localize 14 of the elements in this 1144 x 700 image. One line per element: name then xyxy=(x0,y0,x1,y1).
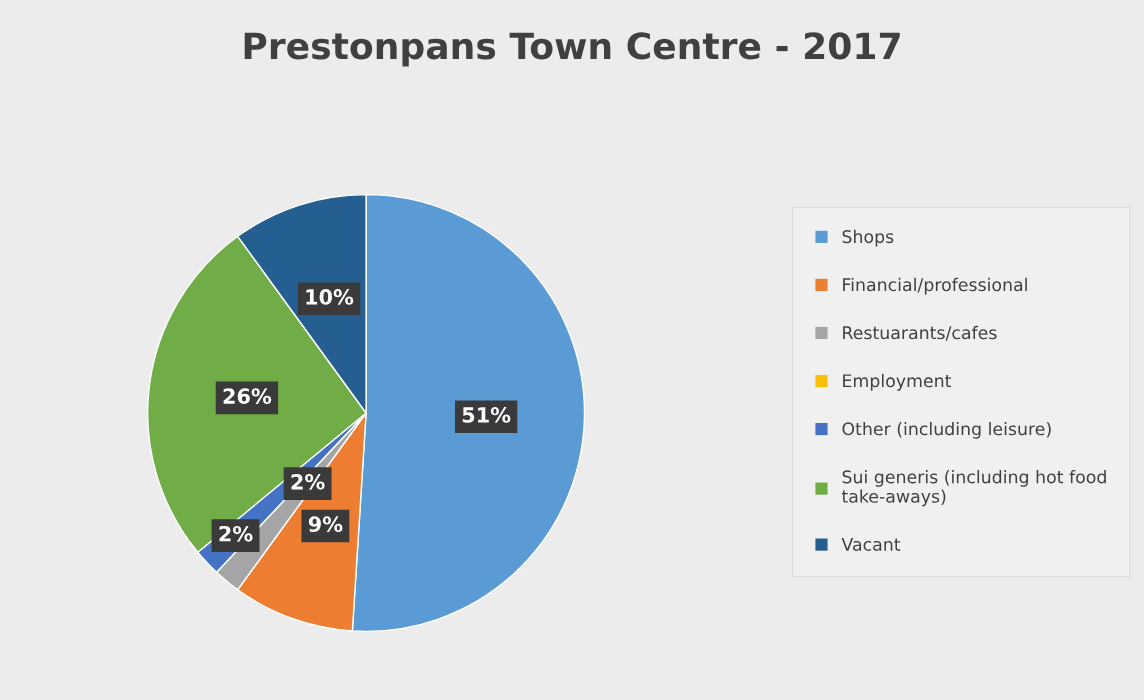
data-label: 2% xyxy=(219,525,253,542)
data-label: 26% xyxy=(223,388,272,404)
data-label: 10% xyxy=(306,289,354,305)
legend-label: Restuarants/cafes xyxy=(843,325,997,341)
chart-title: Prestonpans Town Centre - 2017 xyxy=(244,32,900,67)
legend-label: Shops xyxy=(842,229,894,247)
data-label: 51% xyxy=(462,407,511,423)
legend-label: Vacant xyxy=(841,538,901,551)
data-label: 9% xyxy=(308,516,343,533)
legend-label: Other (including leisure) xyxy=(842,421,1051,439)
data-label: 2% xyxy=(291,473,325,490)
legend-label: Employment xyxy=(843,373,952,391)
legend-label: Financial/professional xyxy=(843,277,1027,295)
legend-label: Sui generis (including hot food take-aways) xyxy=(841,469,1106,507)
